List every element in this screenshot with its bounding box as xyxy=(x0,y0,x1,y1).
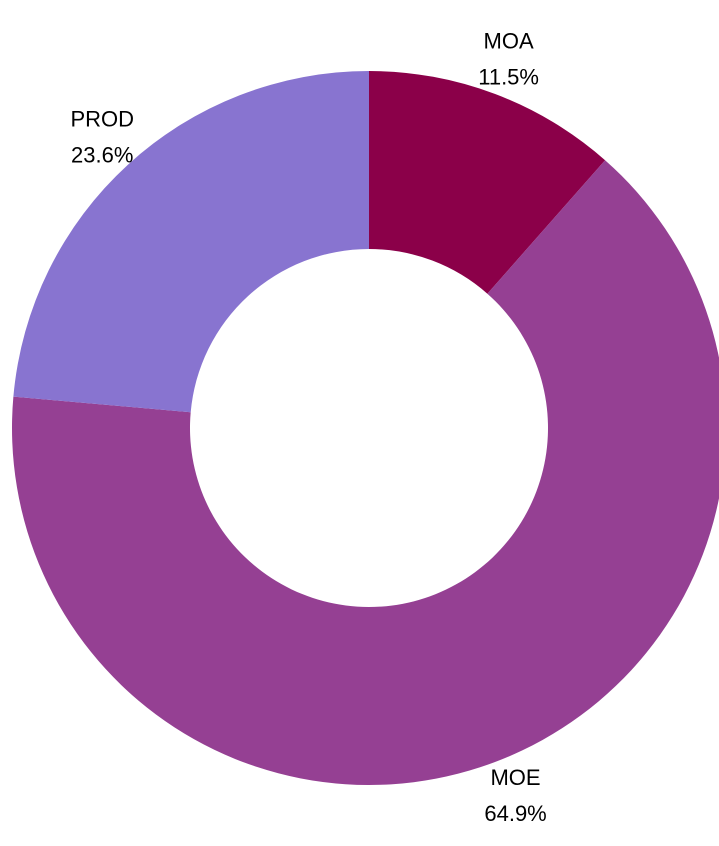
slice-moe xyxy=(12,160,719,785)
slice-label-prod: PROD xyxy=(70,107,134,132)
slice-value-label-moe: 64.9% xyxy=(484,801,546,826)
slice-moa xyxy=(369,71,606,294)
slice-group xyxy=(12,70,719,785)
slice-value-label-prod: 23.6% xyxy=(71,143,133,168)
slice-label-moe: MOE xyxy=(490,765,540,790)
label-group: MOA 11.5% MOE 64.9% PROD 23.6% xyxy=(70,28,546,825)
slice-value-label-moa: 11.5% xyxy=(478,64,539,89)
slice-prod xyxy=(13,70,369,413)
slice-label-moa: MOA xyxy=(484,28,534,53)
